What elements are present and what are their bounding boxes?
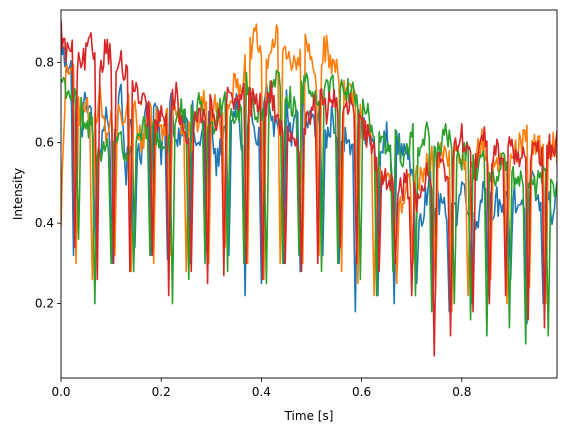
x-tick-label: 0.4 (252, 385, 271, 399)
y-tick-label: 0.6 (35, 136, 54, 150)
series-line-4 (61, 20, 557, 357)
series-layer (61, 20, 557, 357)
x-tick-label: 0.8 (452, 385, 471, 399)
x-axis-ticks: 0.0 0.2 0.4 0.6 0.8 (51, 378, 471, 399)
x-tick-label: 0.6 (352, 385, 371, 399)
y-axis-ticks: 0.2 0.4 0.6 0.8 (35, 55, 61, 311)
x-axis-label: Time [s] (284, 409, 334, 423)
x-tick-label: 0.0 (51, 385, 70, 399)
series-line-2 (61, 23, 557, 313)
series-line-3 (61, 69, 557, 345)
y-tick-label: 0.4 (35, 216, 54, 230)
x-tick-label: 0.2 (152, 385, 171, 399)
plot-frame (60, 9, 558, 379)
y-tick-label: 0.2 (35, 297, 54, 311)
y-axis-label: Intensity (11, 168, 25, 220)
y-tick-label: 0.8 (35, 55, 54, 69)
